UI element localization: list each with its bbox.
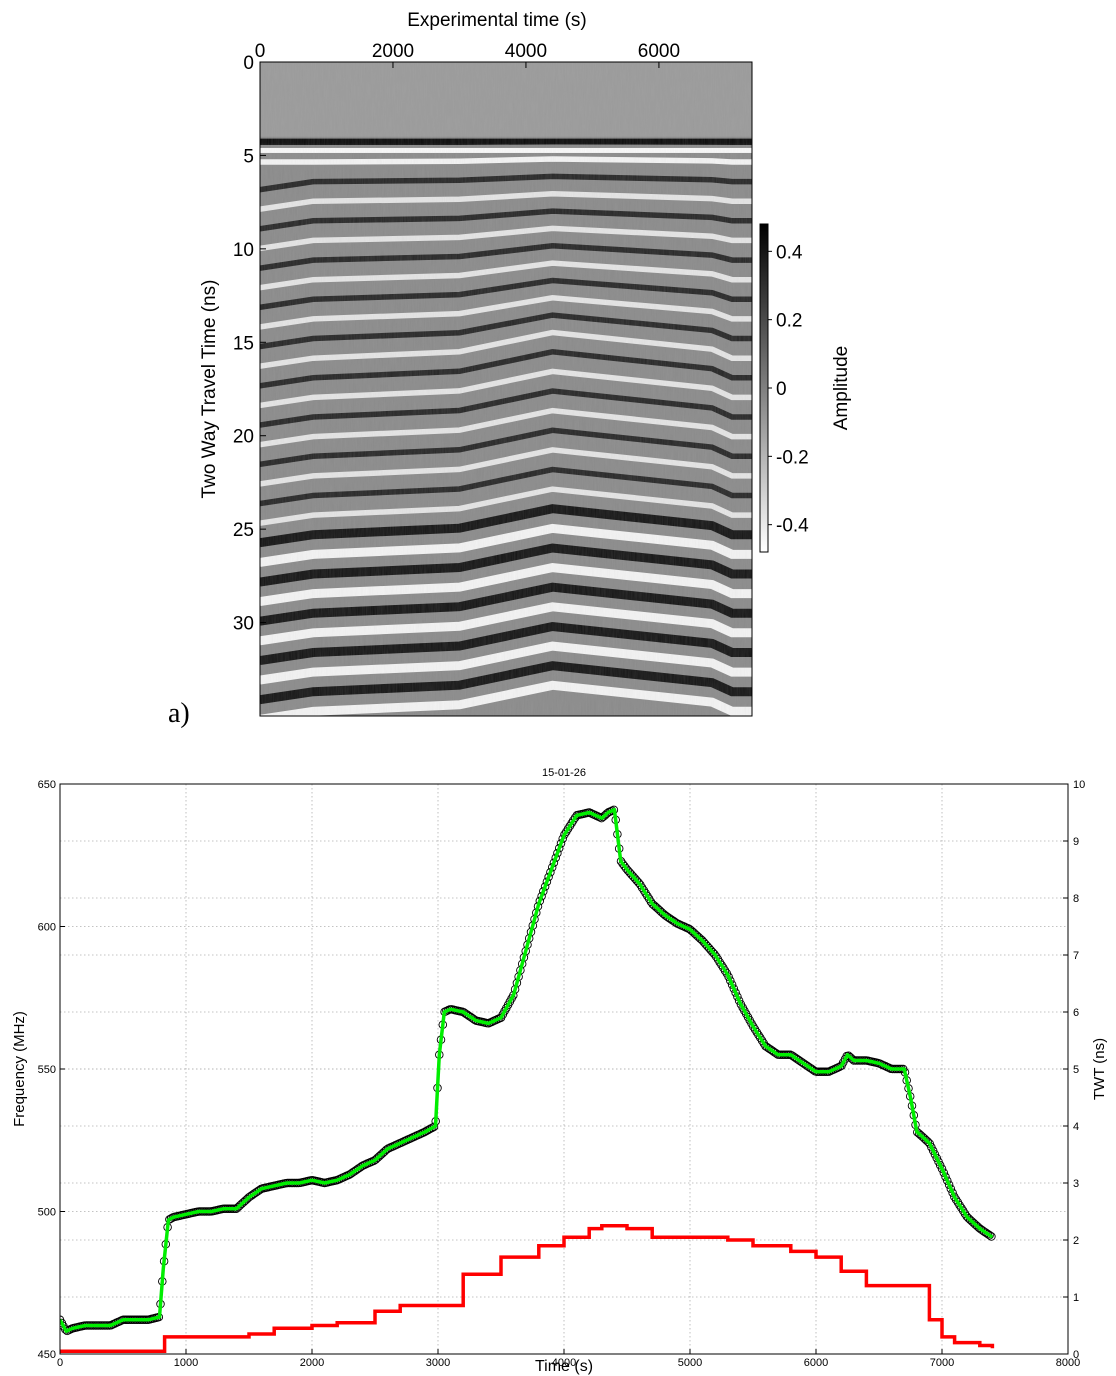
radargram-x-label: Experimental time (s) <box>407 10 587 31</box>
colorbar-label: Amplitude <box>831 346 852 431</box>
radargram-y-tick-label: 0 <box>243 53 254 74</box>
radargram-x-tick-label: 0 <box>255 41 266 62</box>
lineplot-right-y-tick-label: 1 <box>1073 1292 1079 1304</box>
frequency-point <box>427 1123 437 1133</box>
colorbar-ticks: 0.4 0.2 0 -0.2 -0.4 <box>768 242 809 537</box>
lineplot-x-tick-label: 6000 <box>804 1357 828 1369</box>
lineplot-left-y-ticks: 450 500 550 600 650 <box>38 779 65 1361</box>
radargram-y-tick-label: 30 <box>233 614 254 635</box>
lineplot-right-y-tick-label: 0 <box>1073 1349 1079 1361</box>
colorbar-tick-label: 0.2 <box>776 311 802 332</box>
lineplot-x-tick-label: 0 <box>57 1357 63 1369</box>
colorbar-tick-label: 0.4 <box>776 242 803 263</box>
lineplot-frame <box>59 783 1069 1355</box>
radargram-grain <box>260 62 752 716</box>
lineplot-right-y-tick-label: 3 <box>1073 1178 1079 1190</box>
radargram-x-ticks: 0 2000 4000 6000 <box>255 41 680 68</box>
radargram-x-tick-label: 6000 <box>638 41 680 62</box>
lineplot-right-y-tick-label: 8 <box>1073 893 1079 905</box>
lineplot-left-y-tick-label: 450 <box>38 1349 56 1361</box>
lineplot-x-tick-label: 4000 <box>552 1357 576 1369</box>
radargram-y-tick-label: 15 <box>233 333 254 354</box>
lineplot-right-y-tick-label: 7 <box>1073 950 1079 962</box>
radargram-y-label: Two Way Travel Time (ns) <box>199 280 220 499</box>
radargram-y-tick-label: 5 <box>243 146 254 167</box>
lineplot-right-y-tick-label: 5 <box>1073 1064 1079 1076</box>
frequency-point <box>987 1232 996 1241</box>
radargram-y-ticks: 0 5 10 15 20 25 30 <box>233 53 266 635</box>
panel-label-a: a) <box>168 698 190 729</box>
twt-axis-label: TWT (ns) <box>1091 1038 1108 1100</box>
lineplot-left-y-tick-label: 550 <box>38 1064 56 1076</box>
radargram-x-tick-label: 2000 <box>372 41 414 62</box>
lineplot-x-tick-label: 1000 <box>174 1357 198 1369</box>
lineplot-right-y-tick-label: 9 <box>1073 836 1079 848</box>
lineplot-x-tick-label: 2000 <box>300 1357 324 1369</box>
lineplot-right-y-tick-label: 4 <box>1073 1121 1079 1133</box>
frequency-point <box>720 966 730 975</box>
lineplot-right-y-tick-label: 6 <box>1073 1007 1079 1019</box>
lineplot-right-y-ticks: 0 1 2 3 4 5 6 7 8 9 10 <box>1063 779 1085 1361</box>
lineplot-x-tick-label: 5000 <box>678 1357 702 1369</box>
lineplot-right-y-tick-label: 10 <box>1073 779 1085 791</box>
twt-line <box>60 1224 995 1353</box>
lineplot-left-y-tick-label: 500 <box>38 1207 56 1219</box>
amplitude-colorbar: 0.4 0.2 0 -0.2 -0.4 Amplitude <box>759 223 852 553</box>
colorbar-gradient <box>759 223 769 553</box>
radargram-x-tick-label: 4000 <box>505 41 547 62</box>
lineplot-x-tick-label: 8000 <box>1056 1357 1080 1369</box>
radargram-y-tick-label: 10 <box>233 240 254 261</box>
lineplot-left-y-tick-label: 600 <box>38 922 56 934</box>
lineplot-x-tick-label: 3000 <box>426 1357 450 1369</box>
frequency-fit-line <box>60 807 994 1333</box>
lineplot-x-label: Time (s) <box>535 1358 593 1375</box>
lineplot-left-y-tick-label: 650 <box>38 779 56 791</box>
lineplot-x-ticks: 0 1000 2000 3000 4000 5000 6000 7000 8000 <box>57 1349 1080 1369</box>
lineplot-x-tick-label: 7000 <box>930 1357 954 1369</box>
lineplot-title: 15-01-26 <box>542 767 586 779</box>
colorbar-tick-label: 0 <box>776 379 787 400</box>
radargram-panel: 0 2000 4000 6000 0 5 10 15 20 25 30 Experimental … <box>168 10 852 729</box>
frequency-twt-panel: 0 1000 2000 3000 4000 5000 6000 7000 8000 450500… <box>11 767 1108 1375</box>
frequency-point <box>985 1231 994 1240</box>
lineplot-right-y-tick-label: 2 <box>1073 1235 1079 1247</box>
colorbar-tick-label: -0.2 <box>776 447 809 468</box>
frequency-axis-label: Frequency (MHz) <box>11 1011 28 1127</box>
radargram-y-tick-label: 25 <box>233 520 254 541</box>
radargram-y-tick-label: 20 <box>233 427 254 448</box>
colorbar-tick-label: -0.4 <box>776 516 809 537</box>
radargram-frame <box>259 61 753 717</box>
